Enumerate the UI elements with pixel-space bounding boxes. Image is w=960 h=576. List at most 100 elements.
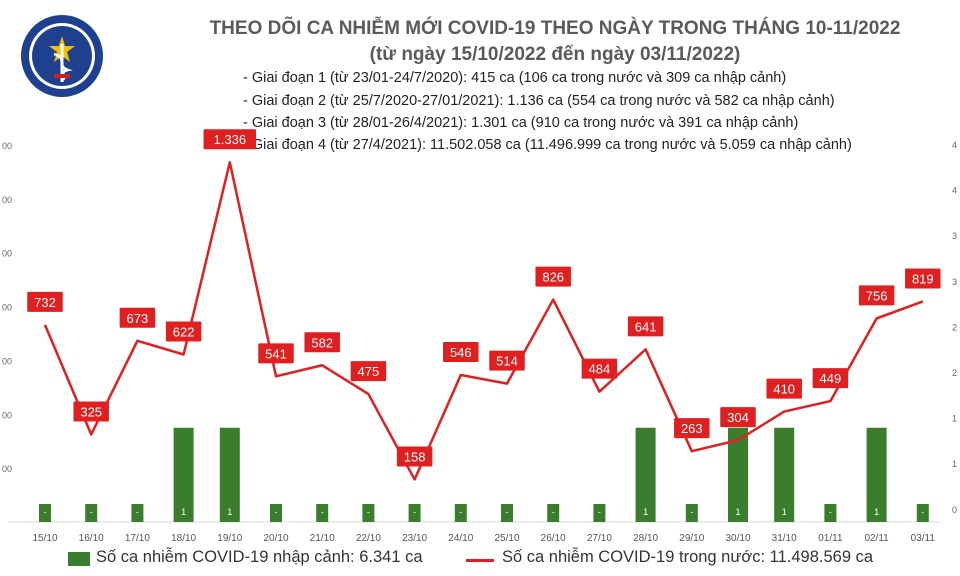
bar-data-label: - <box>321 507 324 517</box>
bar <box>131 504 144 522</box>
legend-bar-swatch <box>68 552 90 566</box>
line-data-label: 641 <box>635 319 657 334</box>
line-data-label-box <box>535 266 571 287</box>
stage-1-note: - Giai đoạn 1 (từ 23/01-24/7/2020): 415 … <box>243 70 787 86</box>
bar <box>219 427 240 522</box>
chart-subtitle: (từ ngày 15/10/2022 đến ngày 03/11/2022) <box>369 44 741 65</box>
x-tick-label: 16/10 <box>79 533 104 544</box>
line-data-label-box <box>443 341 479 362</box>
bar <box>593 504 606 522</box>
x-tick-label: 23/10 <box>402 533 427 544</box>
bar-data-label: - <box>552 507 555 517</box>
line-data-label: 622 <box>173 325 195 340</box>
line-data-label-box <box>720 407 756 428</box>
line-data-label: 304 <box>727 410 749 425</box>
bar-data-label: - <box>136 507 139 517</box>
y-right-tick-label: 2 <box>952 322 957 332</box>
bar <box>824 504 837 522</box>
stage-3-note: - Giai đoạn 3 (từ 28/01-26/4/2021): 1.30… <box>243 115 799 131</box>
bar <box>635 427 656 522</box>
line-data-label: 826 <box>542 270 564 285</box>
bar <box>774 427 795 522</box>
x-tick-label: 24/10 <box>448 533 473 544</box>
bar-data-label: - <box>367 507 370 517</box>
y-right-tick-label: 0 <box>952 505 957 515</box>
line-data-label: 410 <box>773 382 795 397</box>
line-data-label-box <box>858 285 895 306</box>
line-data-label: 582 <box>311 335 333 350</box>
bar-data-label: 1 <box>227 507 232 517</box>
line-data-label: 732 <box>34 295 56 310</box>
line-data-label-box <box>203 129 257 150</box>
line-data-label: 673 <box>127 311 149 326</box>
bar <box>39 504 51 522</box>
line-data-label-box <box>812 368 849 389</box>
x-tick-label: 30/10 <box>725 533 750 544</box>
bar <box>362 504 375 522</box>
y-right-tick-label: 1 <box>952 459 957 469</box>
legend-bar-label: Số ca nhiễm COVID-19 nhập cảnh: 6.341 ca <box>96 548 423 566</box>
line-data-label-box <box>27 291 63 312</box>
y-left-tick-label: 00 <box>2 464 12 474</box>
y-right-tick-label: 3 <box>952 231 957 241</box>
line-data-label: 546 <box>450 345 472 360</box>
bar <box>270 504 282 522</box>
bar <box>408 504 421 522</box>
bar-data-label: 1 <box>643 507 648 517</box>
line-data-label-box <box>350 361 387 382</box>
y-left-tick-label: 00 <box>2 303 12 313</box>
bar <box>866 427 887 522</box>
line-data-label-box <box>905 268 941 289</box>
bar <box>501 504 513 522</box>
bar-data-label: - <box>44 507 47 517</box>
line-data-label-box <box>119 307 156 328</box>
x-tick-label: 22/10 <box>356 533 381 544</box>
bar-data-label: - <box>413 507 416 517</box>
x-tick-label: 25/10 <box>494 533 519 544</box>
x-tick-label: 03/11 <box>911 533 936 544</box>
line-data-label: 449 <box>820 371 842 386</box>
bar <box>173 427 194 522</box>
line-data-label: 158 <box>404 449 426 464</box>
line-data-label-box <box>766 378 802 399</box>
bar-data-label: - <box>598 507 601 517</box>
bar <box>454 504 467 522</box>
bar-data-label: 1 <box>874 507 879 517</box>
line-data-label-box <box>674 418 710 439</box>
y-left-tick-label: 00 <box>2 195 12 205</box>
x-tick-label: 29/10 <box>679 533 704 544</box>
line-data-label: 475 <box>358 364 380 379</box>
stage-4-note: - Giai đoạn 4 (từ 27/4/2021): 11.502.058… <box>243 137 852 153</box>
y-left-tick-label: 00 <box>2 410 12 420</box>
legend-line-label: Số ca nhiễm COVID-19 trong nước: 11.498.… <box>502 548 874 566</box>
line-data-label-box <box>73 401 109 422</box>
x-tick-label: 17/10 <box>125 533 150 544</box>
x-tick-label: 27/10 <box>587 533 612 544</box>
line-data-label-box <box>627 316 664 337</box>
line-data-label-box <box>304 332 340 353</box>
line-data-label: 263 <box>681 421 703 436</box>
bar-data-label: - <box>506 507 509 517</box>
line-data-label-box <box>258 343 294 364</box>
line-data-label: 514 <box>496 354 518 369</box>
x-tick-label: 26/10 <box>541 533 566 544</box>
y-right-tick-label: 1 <box>952 414 957 424</box>
x-tick-label: 15/10 <box>32 533 57 544</box>
x-tick-label: 18/10 <box>171 533 196 544</box>
line-data-label: 1.336 <box>214 132 247 147</box>
line-data-label: 819 <box>912 271 934 286</box>
legend-line-swatch <box>466 559 494 562</box>
y-right-tick-label: 4 <box>952 140 957 150</box>
bar-data-label: - <box>459 507 462 517</box>
bar <box>685 504 698 522</box>
bar <box>316 504 329 522</box>
bar <box>916 504 929 522</box>
line-data-label: 484 <box>589 362 611 377</box>
line-data-label: 325 <box>80 404 102 419</box>
y-left-tick-label: 00 <box>2 356 12 366</box>
bar <box>85 504 98 522</box>
stage-2-note: - Giai đoạn 2 (từ 25/7/2020-27/01/2021):… <box>243 93 835 109</box>
bar-data-label: - <box>275 507 278 517</box>
bar-data-label: - <box>921 507 924 517</box>
y-left-tick-label: 00 <box>2 141 12 151</box>
